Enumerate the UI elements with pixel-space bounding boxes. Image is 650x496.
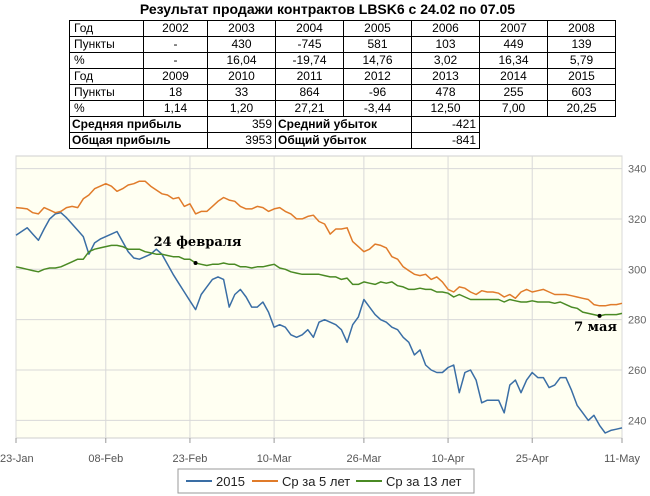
- summary-label: Общая прибыль: [69, 132, 208, 149]
- legend: 2015 Ср за 5 лет Ср за 13 лет: [177, 468, 475, 494]
- y-tick-label: 260: [628, 365, 646, 377]
- summary-row: Общая прибыль 3953 Общий убыток -841: [69, 132, 616, 149]
- x-tick-label: 26-Mar: [346, 453, 381, 465]
- summary-label: Общий убыток: [275, 132, 412, 149]
- summary-label: Средняя прибыль: [69, 116, 208, 133]
- y-tick-label: 300: [628, 264, 646, 276]
- x-tick-label: 10-Apr: [432, 453, 465, 465]
- legend-label: Ср за 13 лет: [386, 474, 461, 489]
- table-cell: 20,25: [547, 100, 616, 117]
- table-cell: -745: [275, 36, 344, 53]
- table-row: % 1,14 1,20 27,21 -3,44 12,50 7,00 20,25: [69, 100, 616, 117]
- series-line-1: [15, 180, 623, 307]
- table-cell: 2011: [275, 68, 344, 85]
- summary-value: 3953: [207, 132, 276, 149]
- annotation-label: 24 февраля: [154, 235, 242, 250]
- x-tick-label: 10-Mar: [257, 453, 292, 465]
- table-cell: 33: [207, 84, 276, 101]
- legend-label: Ср за 5 лет: [282, 474, 350, 489]
- table-cell: 2006: [411, 20, 480, 37]
- table-cell: 7,00: [479, 100, 548, 117]
- y-tick-label: 240: [628, 415, 646, 427]
- x-tick-label: 23-Feb: [173, 453, 208, 465]
- results-table: Год 2002 2003 2004 2005 2006 2007 2008 Пункты -43…: [69, 20, 616, 149]
- table-row: % -16,04 -19,74 14,76 3,02 16,34 5,79: [69, 52, 616, 69]
- x-tick-label: 25-Apr: [516, 453, 549, 465]
- plot-area: [15, 155, 623, 439]
- y-tick-label: 320: [628, 214, 646, 226]
- annotation-point: [597, 313, 602, 318]
- series-line-0: [15, 211, 623, 434]
- x-tick-label: 08-Feb: [88, 453, 123, 465]
- table-cell: 16,34: [479, 52, 548, 69]
- table-cell: 1,20: [207, 100, 276, 117]
- table-cell: -19,74: [275, 52, 344, 69]
- legend-label: 2015: [216, 474, 245, 489]
- table-cell: 1,14: [143, 100, 208, 117]
- table-cell: 2002: [143, 20, 208, 37]
- x-tick-label: 11-May: [604, 453, 640, 465]
- summary-label: Средний убыток: [275, 116, 412, 133]
- y-tick-label: 340: [628, 164, 646, 176]
- chart-title: Результат продажи контрактов LBSK6 с 24.…: [139, 1, 516, 17]
- summary-row: Средняя прибыль 359 Средний убыток -421: [69, 116, 616, 133]
- row-label: Год: [69, 68, 144, 85]
- table-row: Год 2002 2003 2004 2005 2006 2007 2008: [69, 20, 616, 37]
- annotation-point: [193, 261, 198, 266]
- table-row: Пункты -430 -745 581 103 449 139: [69, 36, 616, 53]
- row-label: Пункты: [69, 36, 144, 53]
- annotation-label: 7 мая: [574, 320, 617, 335]
- legend-box: [177, 468, 475, 494]
- series-line-2: [15, 244, 623, 317]
- y-tick-label: 280: [628, 315, 646, 327]
- summary-value: -841: [411, 132, 480, 149]
- table-cell: 581: [343, 36, 412, 53]
- x-tick-label: 23-Jan: [0, 453, 34, 465]
- table-cell: 2008: [547, 20, 616, 37]
